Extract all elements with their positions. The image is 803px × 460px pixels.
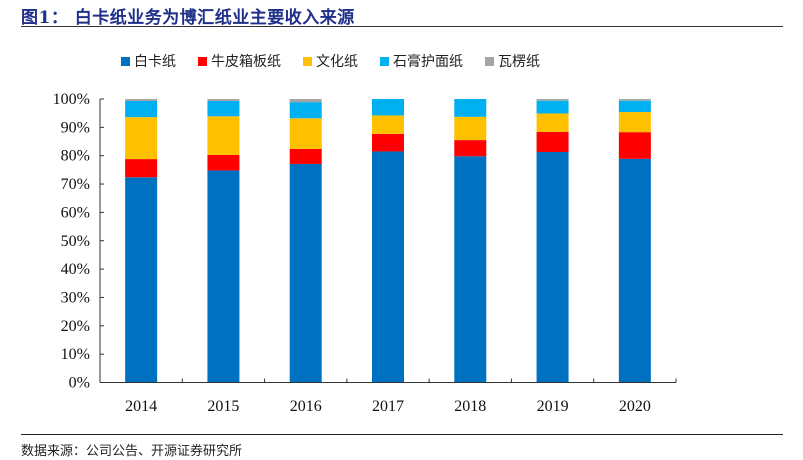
bar-segment [125, 159, 158, 178]
y-tick-label: 90% [61, 119, 90, 136]
x-tick-label: 2016 [290, 398, 322, 415]
x-tick-label: 2020 [619, 398, 651, 415]
bar-segment [372, 151, 404, 383]
bar-segment [207, 154, 240, 171]
x-tick-label: 2018 [454, 398, 486, 415]
bar-segment [536, 113, 569, 132]
legend-label: 白卡纸 [134, 54, 176, 70]
bar-segment [289, 163, 322, 383]
legend-swatch [485, 56, 494, 66]
bar-segment [536, 152, 569, 383]
bar-segment [372, 133, 404, 152]
legend-item: 瓦楞纸 [485, 51, 540, 71]
chart-title: 图1： 白卡纸业务为博汇纸业主要收入来源 [21, 8, 355, 28]
bar-segment [454, 140, 487, 157]
bar-segment [125, 117, 158, 160]
bar-segment [289, 99, 322, 103]
legend-swatch [303, 56, 312, 66]
legend-item: 石膏护面纸 [380, 51, 463, 71]
x-tick-label: 2019 [537, 398, 569, 415]
y-tick-label: 70% [61, 176, 90, 193]
y-tick-label: 20% [61, 318, 90, 335]
bar-segment [618, 100, 651, 113]
bar-segment [454, 99, 487, 117]
bar-segment [536, 131, 569, 153]
bar-segment [125, 177, 158, 383]
bar-segment [618, 112, 651, 133]
bar-segment [289, 148, 322, 164]
legend-swatch [121, 56, 130, 66]
source-note: 数据来源：公司公告、开源证券研究所 [21, 444, 243, 459]
title-divider [21, 26, 783, 27]
legend-label: 石膏护面纸 [393, 54, 463, 70]
bar-segment [207, 170, 240, 383]
legend-swatch [198, 56, 207, 66]
bar-segment [618, 132, 651, 159]
y-tick-label: 60% [61, 204, 90, 221]
y-tick-label: 10% [61, 346, 90, 363]
bar-segment [536, 99, 569, 101]
legend-label: 牛皮箱板纸 [211, 54, 281, 70]
legend-label: 瓦楞纸 [498, 54, 540, 70]
bar-segment [618, 99, 651, 101]
x-tick-label: 2014 [125, 398, 157, 415]
legend-swatch [380, 56, 389, 66]
bar-segment [372, 99, 404, 116]
y-tick-label: 30% [61, 289, 90, 306]
bar-segment [289, 102, 322, 119]
x-tick-label: 2017 [372, 398, 404, 415]
y-tick-label: 100% [53, 91, 90, 108]
legend: 白卡纸 牛皮箱板纸 文化纸 石膏护面纸 瓦楞纸 [121, 52, 562, 70]
y-tick-label: 40% [61, 261, 90, 278]
x-tick-label: 2015 [207, 398, 239, 415]
bar-segment [454, 116, 487, 141]
axes-group: 2014 2015 2016 2017 2018 2019 2020 0% 10% 20% 30% 4… [53, 91, 677, 415]
bar-segment [125, 100, 158, 118]
legend-label: 文化纸 [316, 54, 358, 70]
bar-segment [207, 99, 240, 101]
bar-segment [207, 116, 240, 155]
chart-plot-area: 2014 2015 2016 2017 2018 2019 2020 0% 10% 20% 30% 4… [53, 91, 677, 415]
bar-segment [618, 158, 651, 383]
bar-segment [454, 156, 487, 383]
y-tick-label: 0% [69, 375, 90, 392]
y-tick-label: 50% [61, 233, 90, 250]
bar-segment [207, 100, 240, 117]
bars-group [125, 99, 651, 383]
legend-item: 牛皮箱板纸 [198, 51, 281, 71]
bar-segment [536, 100, 569, 114]
bar-segment [125, 99, 158, 101]
legend-item: 文化纸 [303, 51, 358, 71]
legend-item: 白卡纸 [121, 51, 176, 71]
bar-segment [372, 115, 404, 134]
y-tick-label: 80% [61, 148, 90, 165]
source-divider [21, 434, 783, 435]
bar-segment [289, 118, 322, 149]
